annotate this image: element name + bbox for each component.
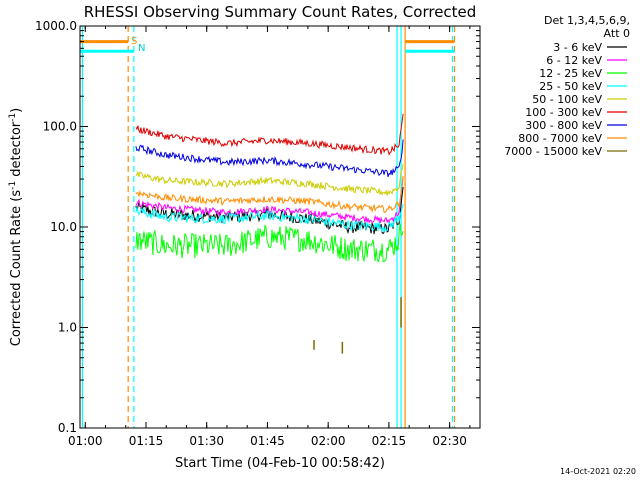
legend-label: 3 - 6 keV <box>553 41 602 54</box>
y-axis-label-part1: Corrected Count Rate (s <box>9 190 24 347</box>
legend-label: 6 - 12 keV <box>546 54 602 67</box>
series-line <box>135 175 404 214</box>
y-axis: 1000.0 100.0 10.0 1.0 0.1 <box>35 19 480 435</box>
y-tick-label: 1.0 <box>58 321 77 335</box>
flag-label-saa: S <box>131 36 137 47</box>
series-line <box>135 176 404 225</box>
y-tick-label: 1000.0 <box>35 19 77 33</box>
y-axis-label: Corrected Count Rate (s-1 detector-1) <box>8 108 24 346</box>
legend-header-line1: Det 1,3,4,5,6,9, <box>544 14 630 27</box>
legend-label: 25 - 50 keV <box>539 80 602 93</box>
y-tick-label: 0.1 <box>58 421 77 435</box>
y-axis-label-part2: detector <box>9 121 24 181</box>
chart-title: RHESSI Observing Summary Count Rates, Co… <box>84 3 477 21</box>
y-tick-label: 10.0 <box>50 220 77 234</box>
timestamp: 14-Oct-2021 02:20 <box>560 467 636 476</box>
y-axis-label-sup2: -1 <box>8 113 18 122</box>
x-axis-label: Start Time (04-Feb-10 00:58:42) <box>175 456 385 471</box>
series-line <box>135 139 404 178</box>
y-axis-label-part3: ) <box>9 108 24 113</box>
legend-label: 50 - 100 keV <box>532 93 602 106</box>
flag-label-night: N <box>138 43 145 54</box>
series-line <box>135 163 404 196</box>
legend-header-line2: Att 0 <box>604 27 630 40</box>
legend-label: 12 - 25 keV <box>539 67 602 80</box>
series-line <box>135 203 404 233</box>
legend-label: 100 - 300 keV <box>525 106 602 119</box>
x-tick-label: 02:15 <box>372 434 407 448</box>
series-line <box>135 223 404 263</box>
x-tick-label: 01:00 <box>68 434 103 448</box>
x-tick-label: 02:30 <box>432 434 467 448</box>
legend-label: 300 - 800 keV <box>525 119 602 132</box>
x-tick-label: 02:00 <box>311 434 346 448</box>
y-tick-label: 100.0 <box>43 120 77 134</box>
x-tick-label: 01:15 <box>129 434 164 448</box>
x-axis: 01:00 01:15 01:30 01:45 02:00 02:15 02:30 <box>68 26 471 448</box>
x-tick-label: 01:45 <box>250 434 285 448</box>
x-tick-label: 01:30 <box>189 434 224 448</box>
legend-label: 7000 - 15000 keV <box>504 145 602 158</box>
series-line <box>135 113 404 156</box>
y-axis-label-sup1: -1 <box>8 181 18 190</box>
legend-label: 800 - 7000 keV <box>518 132 602 145</box>
plot-area <box>80 26 456 428</box>
